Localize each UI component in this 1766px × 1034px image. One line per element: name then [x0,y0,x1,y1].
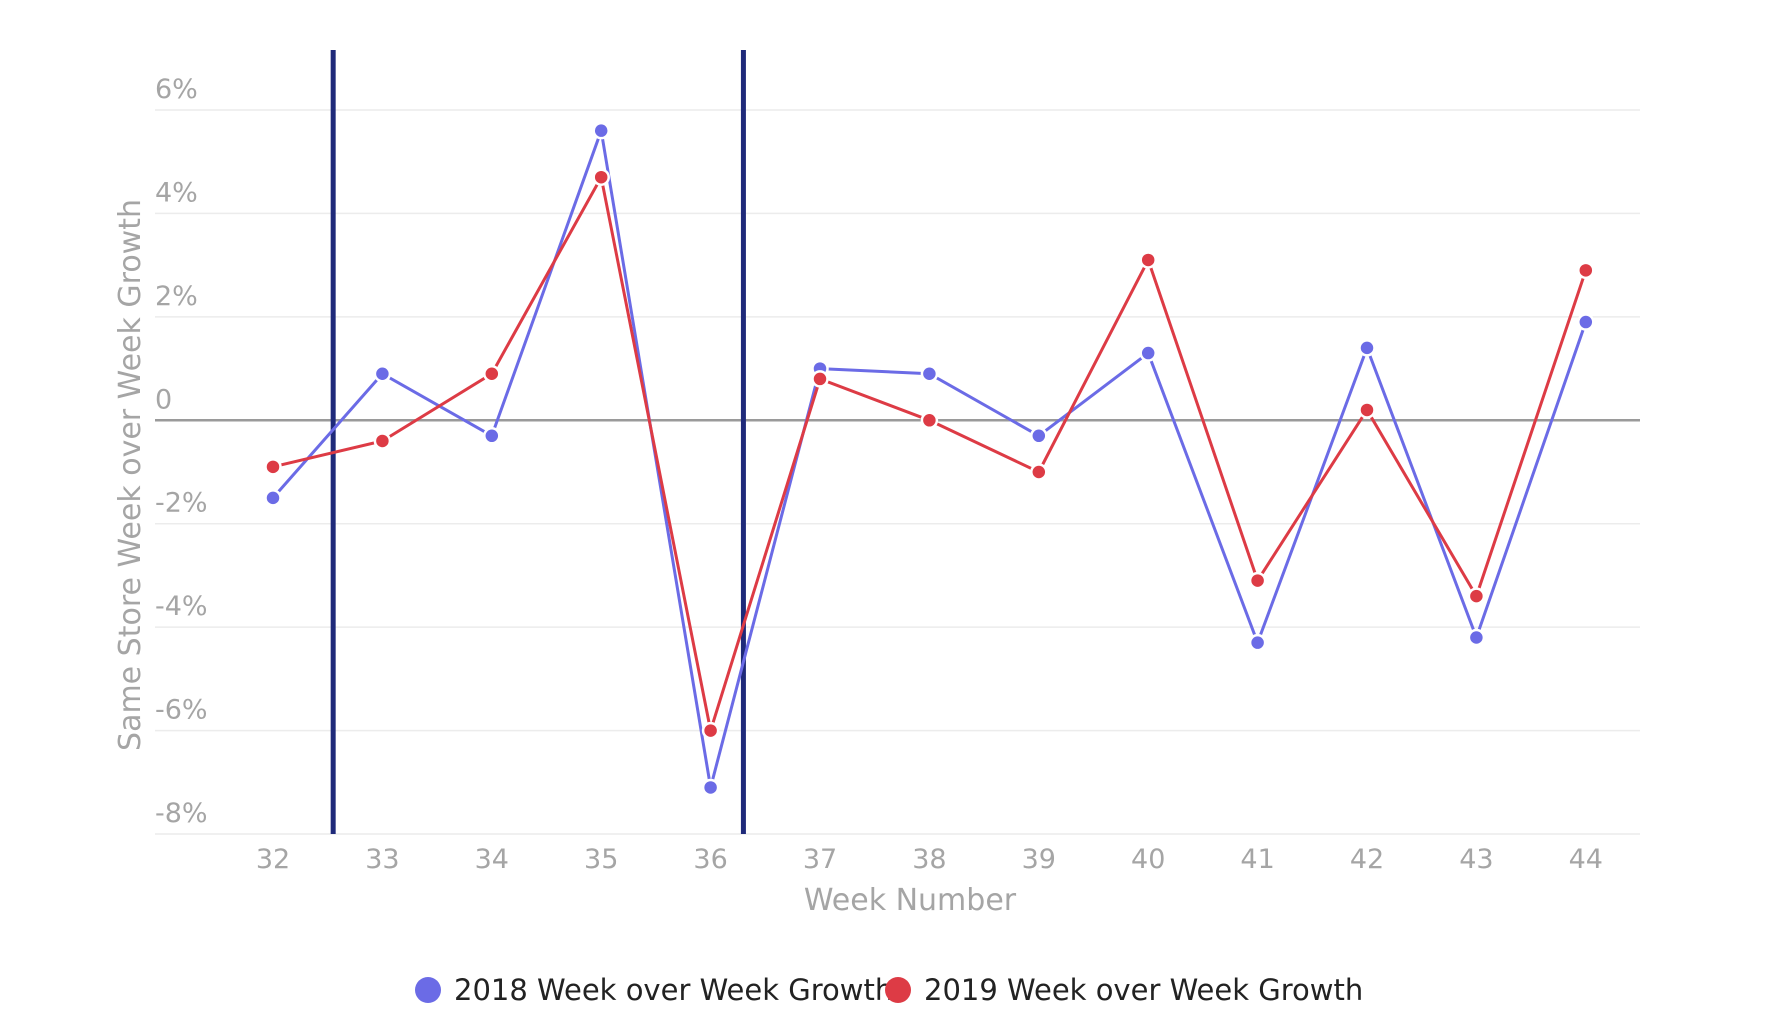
legend-label: 2018 Week over Week Growth [454,973,893,1007]
x-axis: 32 33 34 35 36 37 38 39 40 41 42 43 44 [256,844,1603,875]
data-point[interactable] [1577,313,1595,331]
x-tick-label: 38 [912,844,946,875]
y-tick-label: 2% [155,281,198,312]
x-tick-label: 39 [1022,844,1056,875]
x-tick-label: 35 [584,844,618,875]
data-point[interactable] [1467,628,1486,647]
data-point[interactable] [701,778,720,797]
data-point[interactable] [1467,587,1486,605]
data-point[interactable] [1248,633,1267,652]
data-point[interactable] [373,432,392,450]
data-point[interactable] [1139,344,1157,362]
data-point[interactable] [701,721,720,740]
data-point[interactable] [920,364,939,383]
x-tick-label: 42 [1350,844,1384,875]
series-1 [264,121,1595,797]
x-tick-label: 33 [365,844,399,875]
x-axis-title: Week Number [804,883,1017,918]
data-point[interactable] [483,364,501,383]
grid-layer [155,109,1640,835]
x-tick-label: 36 [693,844,727,875]
data-point[interactable] [920,411,939,430]
data-point[interactable] [592,168,610,186]
data-point[interactable] [264,458,282,476]
legend-label: 2019 Week over Week Growth [924,973,1363,1007]
data-point[interactable] [1358,401,1376,419]
data-point[interactable] [483,427,501,445]
x-tick-label: 41 [1240,844,1274,875]
legend-swatch [885,977,911,1003]
y-axis-title: Same Store Week over Week Growth [113,199,148,751]
y-tick-label: -8% [155,798,208,829]
y-tick-label: 4% [155,177,198,208]
x-tick-label: 32 [256,844,290,875]
series-layer [264,121,1595,797]
y-tick-label: -6% [155,695,208,726]
legend-item[interactable]: 2018 Week over Week Growth [415,973,893,1007]
legend-swatch [415,977,441,1003]
x-tick-label: 40 [1131,844,1165,875]
vertical-markers [330,50,746,834]
data-point[interactable] [1139,251,1157,269]
series-2 [264,168,1595,740]
data-point[interactable] [264,489,282,507]
data-point[interactable] [592,121,610,140]
data-point[interactable] [1030,463,1048,481]
y-axis: 6% 4% 2% 0 -2% -4% -6% -8% [155,74,208,829]
x-tick-label: 37 [803,844,837,875]
data-point[interactable] [811,370,829,388]
data-point[interactable] [1248,571,1267,590]
data-point[interactable] [373,364,392,383]
series-line [272,175,1588,733]
x-tick-label: 44 [1569,844,1603,875]
y-tick-label: 6% [155,74,198,105]
x-tick-label: 43 [1459,844,1493,875]
x-tick-label: 34 [475,844,509,875]
legend: 2018 Week over Week Growth 2019 Week over… [415,973,1363,1007]
y-tick-label: -4% [155,591,208,622]
legend-item[interactable]: 2019 Week over Week Growth [885,973,1363,1007]
y-tick-label: 0 [155,384,172,415]
y-tick-label: -2% [155,488,208,519]
data-point[interactable] [1358,339,1376,357]
series-line [271,129,1588,789]
data-point[interactable] [1577,261,1595,280]
data-point[interactable] [1030,427,1048,445]
